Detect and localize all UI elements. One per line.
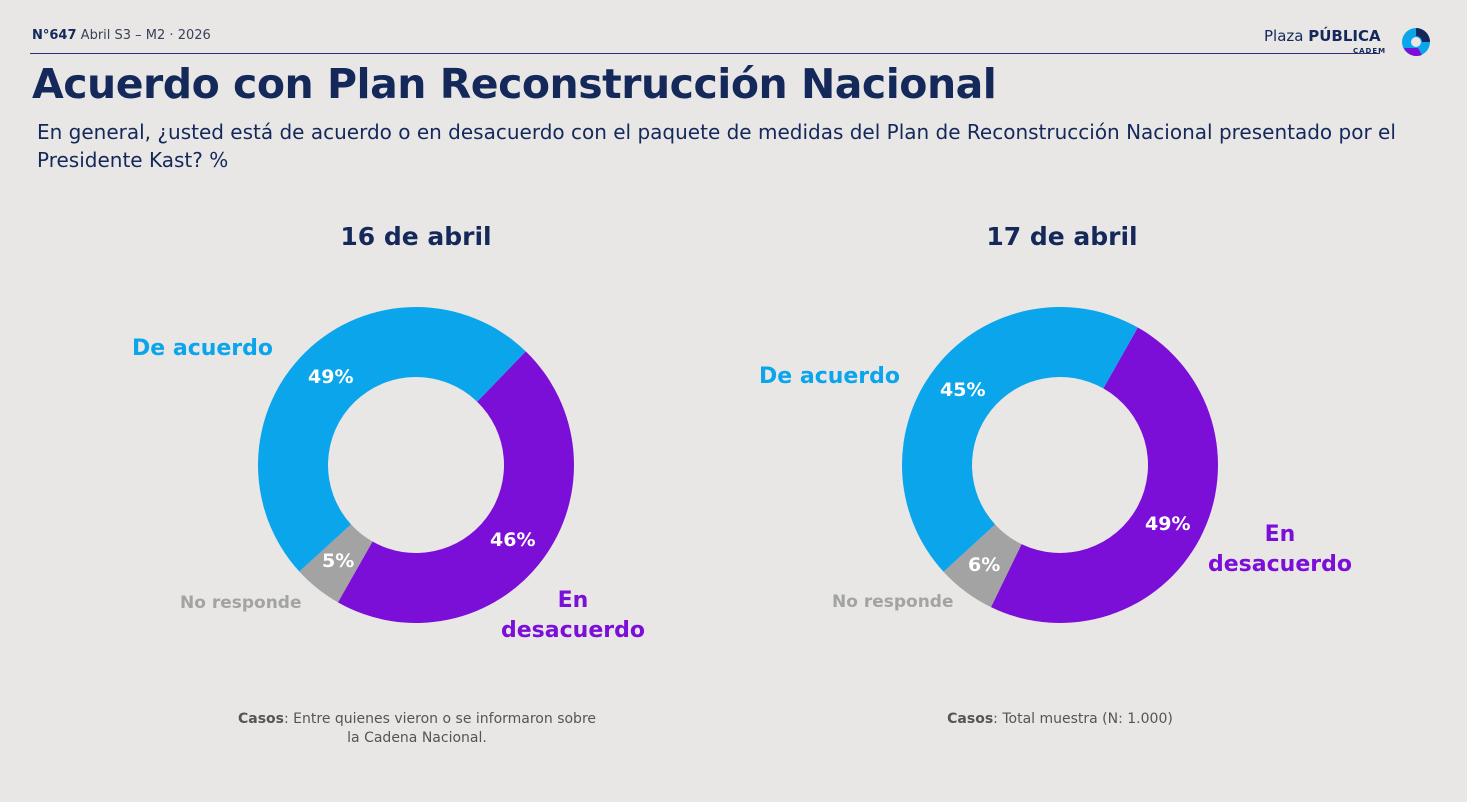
chart-2-label-noanswer: 6% bbox=[968, 554, 1001, 576]
chart-1-slice-disagree bbox=[337, 351, 574, 623]
issue-info: N°647 Abril S3 – M2 · 2026 bbox=[32, 28, 211, 43]
issue-period: Abril S3 – M2 · 2026 bbox=[80, 28, 211, 43]
chart-2-legend-noanswer: No responde bbox=[832, 592, 954, 612]
chart-1-donut bbox=[258, 307, 574, 623]
chart-1-label-noanswer: 5% bbox=[322, 550, 355, 572]
chart-2-legend-disagree: En desacuerdo bbox=[1208, 522, 1352, 577]
logo-mark-icon bbox=[1402, 28, 1430, 57]
chart-1-title: 16 de abril bbox=[340, 222, 492, 251]
logo: Plaza PÚBLICA bbox=[1264, 27, 1381, 45]
chart-2-slice-noanswer bbox=[943, 524, 1022, 608]
chart-2-label-agree: 45% bbox=[940, 379, 986, 401]
issue-number: N°647 bbox=[32, 28, 77, 43]
chart-2-slice-agree bbox=[902, 306, 1138, 572]
chart-2-donut bbox=[902, 306, 1219, 624]
chart-2-label-disagree: 49% bbox=[1145, 513, 1191, 535]
chart-1-slice-noanswer bbox=[299, 524, 373, 603]
chart-1-legend-disagree: En desacuerdo bbox=[501, 588, 645, 643]
chart-1-legend-agree: De acuerdo bbox=[132, 336, 274, 361]
chart-2-cases-note: Casos: Total muestra (N: 1.000) bbox=[947, 711, 1173, 727]
header-divider bbox=[30, 53, 1380, 54]
logo-cadem: CADEM bbox=[1353, 47, 1387, 55]
chart-2-slice-disagree bbox=[990, 327, 1219, 624]
page-title: Acuerdo con Plan Reconstrucción Nacional bbox=[32, 60, 997, 108]
chart-2-title: 17 de abril bbox=[986, 222, 1138, 251]
page-subtitle: En general, ¿usted está de acuerdo o en … bbox=[37, 120, 1396, 172]
chart-1-label-agree: 49% bbox=[308, 366, 354, 388]
chart-1-legend-noanswer: No responde bbox=[180, 593, 302, 613]
chart-1-label-disagree: 46% bbox=[490, 529, 536, 551]
chart-1-slice-agree bbox=[258, 307, 526, 572]
chart-2-legend-agree: De acuerdo bbox=[759, 364, 901, 389]
chart-1-cases-note: Casos: Entre quienes vieron o se informa… bbox=[237, 711, 597, 746]
